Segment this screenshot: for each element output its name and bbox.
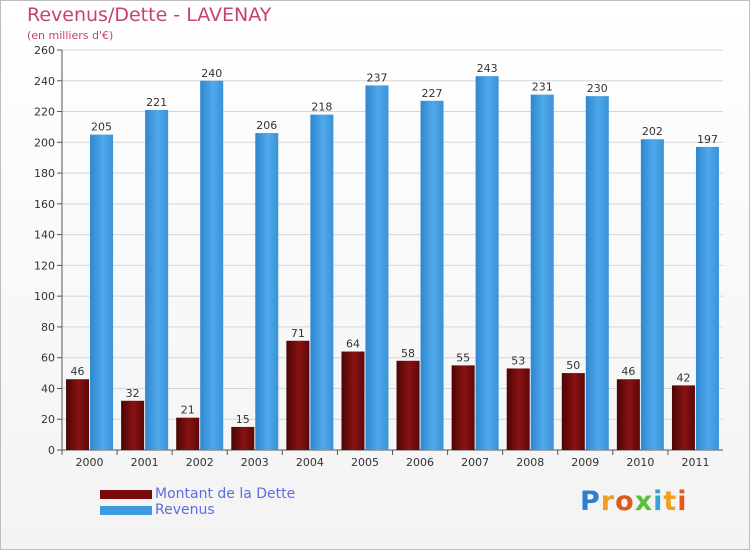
revenue-bar xyxy=(365,85,389,450)
x-tick-label: 2009 xyxy=(571,456,599,469)
debt-bar-label: 46 xyxy=(621,365,635,378)
debt-bar-label: 21 xyxy=(181,404,195,417)
debt-bar xyxy=(121,400,145,450)
legend-label-revenue: Revenus xyxy=(155,502,215,518)
proxiti-logo: Proxiti xyxy=(580,486,688,517)
legend-swatch-debt xyxy=(100,489,152,499)
revenue-bar xyxy=(90,134,114,450)
debt-bar xyxy=(286,340,310,450)
revenue-bar xyxy=(475,76,499,451)
debt-bar xyxy=(341,351,365,450)
revenue-bar-label: 221 xyxy=(146,96,167,109)
debt-bar xyxy=(231,426,255,450)
chart-title: Revenus/Dette - LAVENAY xyxy=(27,4,272,26)
debt-bar-label: 64 xyxy=(346,338,360,351)
x-tick-label: 2000 xyxy=(76,456,104,469)
revenue-bar-label: 243 xyxy=(477,62,498,75)
legend-label-debt: Montant de la Dette xyxy=(155,486,296,502)
revenue-bar xyxy=(310,114,334,450)
revenue-bar-label: 202 xyxy=(642,125,663,138)
x-tick-label: 2010 xyxy=(626,456,654,469)
debt-bar xyxy=(176,417,200,450)
revenue-bar xyxy=(585,96,609,451)
x-tick-label: 2004 xyxy=(296,456,324,469)
revenue-bar-label: 218 xyxy=(311,101,332,114)
x-tick-label: 2006 xyxy=(406,456,434,469)
chart-subtitle: (en milliers d'€) xyxy=(27,29,114,42)
y-tick-label: 0 xyxy=(48,444,55,457)
legend-swatch-revenue xyxy=(100,505,152,515)
legend: Montant de la Dette Revenus xyxy=(100,486,295,518)
debt-bar-label: 53 xyxy=(511,354,525,367)
debt-bar-label: 32 xyxy=(126,387,140,400)
y-tick-label: 40 xyxy=(41,382,55,395)
legend-item-debt: Montant de la Dette xyxy=(100,486,295,502)
revenue-bar xyxy=(145,110,169,450)
y-tick-label: 180 xyxy=(34,167,55,180)
revenue-bar xyxy=(420,100,444,451)
debt-bar-label: 46 xyxy=(71,365,85,378)
revenue-bar-label: 205 xyxy=(91,121,112,134)
x-tick-label: 2005 xyxy=(351,456,379,469)
y-tick-label: 100 xyxy=(34,290,55,303)
revenue-bar-label: 240 xyxy=(201,67,222,80)
debt-bar xyxy=(396,360,420,450)
debt-bar-label: 15 xyxy=(236,413,250,426)
debt-bar-label: 55 xyxy=(456,351,470,364)
revenue-bar xyxy=(640,139,664,450)
y-tick-label: 200 xyxy=(34,136,55,149)
debt-bar-label: 50 xyxy=(566,359,580,372)
revenue-bar xyxy=(200,80,224,451)
y-tick-label: 80 xyxy=(41,321,55,334)
revenue-bar-label: 227 xyxy=(422,87,443,100)
debt-bar xyxy=(506,368,530,450)
debt-bar-label: 71 xyxy=(291,327,305,340)
x-tick-label: 2001 xyxy=(131,456,159,469)
debt-bar xyxy=(66,379,90,450)
debt-bar xyxy=(561,373,585,450)
revenue-bar-label: 237 xyxy=(366,71,387,84)
revenue-bar xyxy=(695,146,719,450)
y-tick-label: 140 xyxy=(34,229,55,242)
y-tick-label: 20 xyxy=(41,413,55,426)
x-tick-label: 2011 xyxy=(681,456,709,469)
revenue-bar-label: 231 xyxy=(532,81,553,94)
revenue-bar-label: 197 xyxy=(697,133,718,146)
y-tick-label: 260 xyxy=(34,44,55,57)
debt-bar xyxy=(616,379,640,450)
revenue-bar-label: 206 xyxy=(256,119,277,132)
debt-bar xyxy=(671,385,695,450)
debt-bar-label: 58 xyxy=(401,347,415,360)
y-tick-label: 220 xyxy=(34,106,55,119)
x-tick-label: 2008 xyxy=(516,456,544,469)
y-tick-label: 240 xyxy=(34,75,55,88)
x-tick-label: 2003 xyxy=(241,456,269,469)
debt-bar-label: 42 xyxy=(676,371,690,384)
revenue-bar-label: 230 xyxy=(587,82,608,95)
debt-bar xyxy=(451,365,475,450)
y-tick-label: 160 xyxy=(34,198,55,211)
revenue-bar xyxy=(530,94,554,450)
x-tick-label: 2002 xyxy=(186,456,214,469)
legend-item-revenue: Revenus xyxy=(100,502,295,518)
revenue-bar xyxy=(255,133,279,451)
y-tick-label: 60 xyxy=(41,352,55,365)
y-tick-label: 120 xyxy=(34,259,55,272)
x-tick-label: 2007 xyxy=(461,456,489,469)
